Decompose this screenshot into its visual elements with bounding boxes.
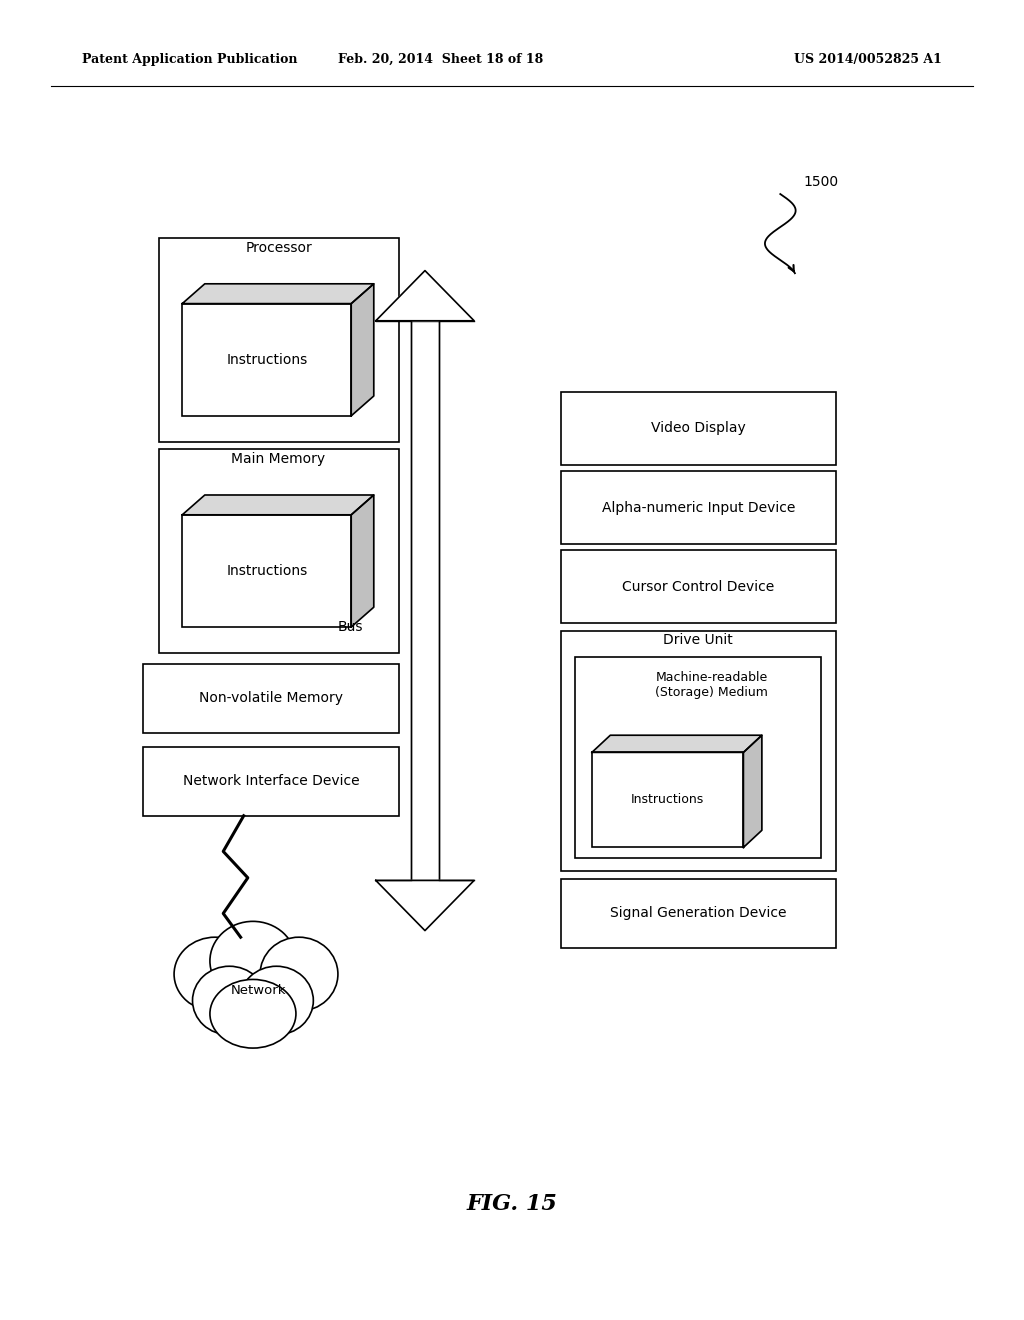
Text: Processor: Processor xyxy=(245,242,312,255)
FancyBboxPatch shape xyxy=(411,321,439,880)
FancyBboxPatch shape xyxy=(561,392,836,465)
Text: Signal Generation Device: Signal Generation Device xyxy=(610,907,786,920)
Text: Network Interface Device: Network Interface Device xyxy=(183,775,359,788)
FancyBboxPatch shape xyxy=(592,752,743,847)
Text: Instructions: Instructions xyxy=(226,352,307,367)
Text: US 2014/0052825 A1: US 2014/0052825 A1 xyxy=(795,53,942,66)
Text: Drive Unit: Drive Unit xyxy=(664,634,733,647)
Polygon shape xyxy=(351,284,374,416)
FancyBboxPatch shape xyxy=(143,747,399,816)
Text: Main Memory: Main Memory xyxy=(231,453,326,466)
Polygon shape xyxy=(376,880,474,931)
Ellipse shape xyxy=(210,921,296,1001)
Polygon shape xyxy=(351,495,374,627)
Text: Machine-readable
(Storage) Medium: Machine-readable (Storage) Medium xyxy=(655,671,768,698)
Text: Instructions: Instructions xyxy=(631,793,705,807)
Text: Cursor Control Device: Cursor Control Device xyxy=(623,579,774,594)
Text: Bus: Bus xyxy=(338,620,364,634)
Ellipse shape xyxy=(240,966,313,1035)
FancyBboxPatch shape xyxy=(182,515,351,627)
FancyBboxPatch shape xyxy=(143,664,399,733)
Text: Non-volatile Memory: Non-volatile Memory xyxy=(200,692,343,705)
Ellipse shape xyxy=(260,937,338,1011)
Polygon shape xyxy=(182,495,374,515)
FancyBboxPatch shape xyxy=(561,879,836,948)
FancyBboxPatch shape xyxy=(182,304,351,416)
Polygon shape xyxy=(376,271,474,321)
FancyBboxPatch shape xyxy=(561,550,836,623)
Polygon shape xyxy=(182,284,374,304)
FancyBboxPatch shape xyxy=(561,471,836,544)
FancyBboxPatch shape xyxy=(159,449,399,653)
Ellipse shape xyxy=(210,979,296,1048)
Text: Feb. 20, 2014  Sheet 18 of 18: Feb. 20, 2014 Sheet 18 of 18 xyxy=(338,53,543,66)
Text: Video Display: Video Display xyxy=(651,421,745,436)
FancyBboxPatch shape xyxy=(561,631,836,871)
FancyBboxPatch shape xyxy=(159,238,399,442)
Text: Instructions: Instructions xyxy=(226,564,307,578)
Polygon shape xyxy=(743,735,762,847)
Ellipse shape xyxy=(193,966,266,1035)
Text: Alpha-numeric Input Device: Alpha-numeric Input Device xyxy=(602,500,795,515)
FancyBboxPatch shape xyxy=(575,657,821,858)
Text: Patent Application Publication: Patent Application Publication xyxy=(82,53,297,66)
Text: Network: Network xyxy=(230,983,286,997)
Text: FIG. 15: FIG. 15 xyxy=(467,1193,557,1214)
Text: 1500: 1500 xyxy=(804,176,839,189)
Polygon shape xyxy=(592,735,762,752)
Ellipse shape xyxy=(174,937,256,1011)
